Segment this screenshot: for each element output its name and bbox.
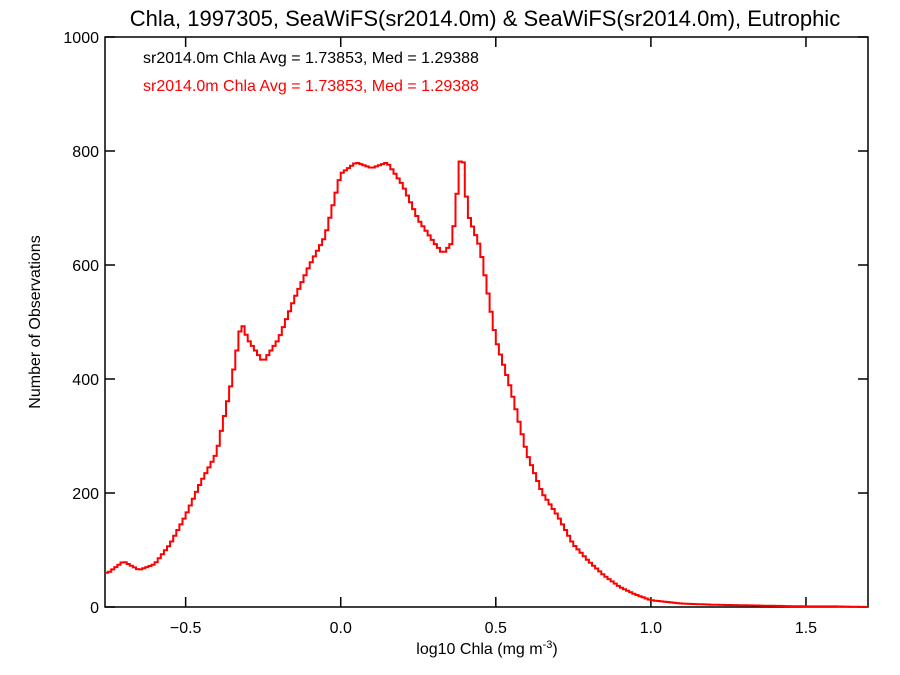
y-tick-label: 600 <box>72 258 99 275</box>
plot-area-frame <box>104 36 869 608</box>
histogram-series-line <box>105 160 868 608</box>
y-axis-ticks: 0 200 400 600 800 1000 <box>63 30 868 617</box>
x-tick-label: 0.5 <box>485 620 507 637</box>
y-tick-label: 1000 <box>63 30 99 47</box>
x-axis-label: log10 Chla (mg m-3) <box>416 639 557 658</box>
x-axis-label-close: ) <box>552 641 557 658</box>
x-tick-label: 1.0 <box>640 620 662 637</box>
chart-title: Chla, 1997305, SeaWiFS(sr2014.0m) & SeaW… <box>130 6 840 31</box>
annotation-red: sr2014.0m Chla Avg = 1.73853, Med = 1.29… <box>143 78 479 95</box>
x-tick-label: 1.5 <box>795 620 817 637</box>
y-tick-label: 200 <box>72 486 99 503</box>
y-axis-label: Number of Observations <box>27 235 44 408</box>
y-tick-label: 400 <box>72 372 99 389</box>
x-tick-label: 0.0 <box>330 620 352 637</box>
x-tick-label: −0.5 <box>170 620 202 637</box>
x-axis-ticks: −0.5 0.0 0.5 1.0 1.5 <box>170 37 817 637</box>
y-tick-label: 800 <box>72 144 99 161</box>
y-tick-label: 0 <box>90 600 99 617</box>
annotation-black: sr2014.0m Chla Avg = 1.73853, Med = 1.29… <box>143 50 479 67</box>
x-axis-label-superscript: -3 <box>543 639 553 651</box>
histogram-series <box>105 160 868 608</box>
x-axis-label-main: log10 Chla (mg m <box>416 641 542 658</box>
